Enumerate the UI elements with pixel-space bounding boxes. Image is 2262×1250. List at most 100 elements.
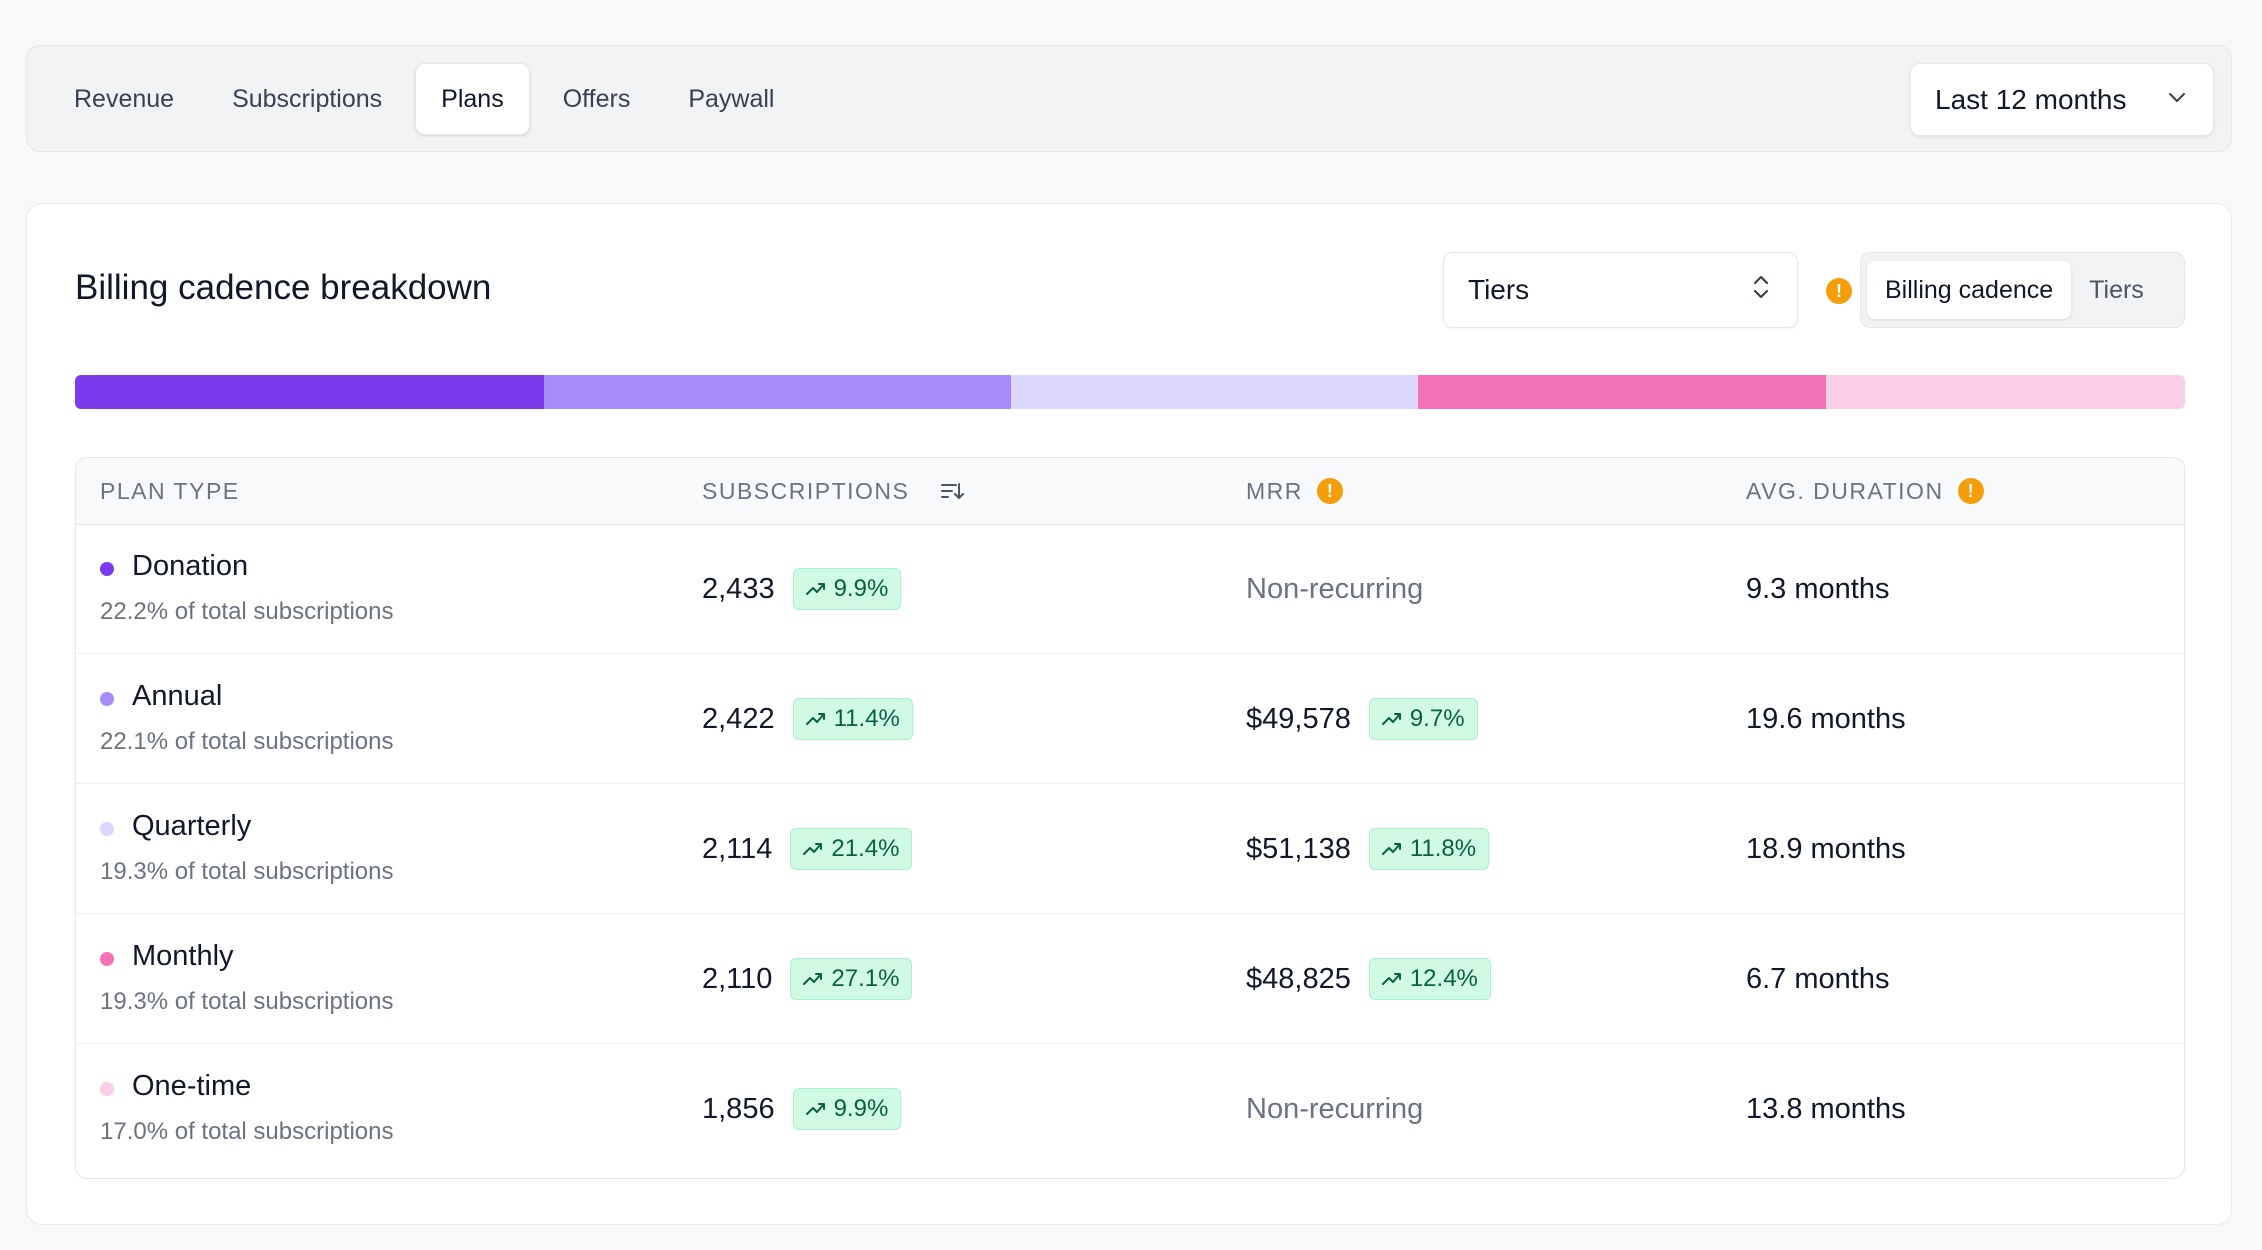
toggle-billing-cadence[interactable]: Billing cadence xyxy=(1867,261,2072,319)
card-title: Billing cadence breakdown xyxy=(75,268,492,307)
trending-up-icon xyxy=(803,965,823,993)
tab-offers[interactable]: Offers xyxy=(562,84,631,113)
subscriptions-cell: 2,110 27.1% xyxy=(702,914,913,1044)
change-badge: 11.4% xyxy=(792,698,913,740)
change-badge: 9.7% xyxy=(1368,698,1478,740)
plan-name: One-time xyxy=(132,1070,252,1102)
duration-cell: 19.6 months xyxy=(1746,654,1906,784)
duration-cell: 18.9 months xyxy=(1746,784,1906,914)
table-row[interactable]: Annual 22.1% of total subscriptions 2,422 1… xyxy=(76,654,2184,784)
mrr-value: $48,825 xyxy=(1246,962,1351,995)
header-mrr: MRR ! xyxy=(1246,458,1343,524)
breakdown-segment[interactable] xyxy=(75,375,544,409)
subscriptions-cell: 1,856 9.9% xyxy=(702,1044,902,1174)
change-badge: 9.9% xyxy=(792,1088,902,1130)
breakdown-segment[interactable] xyxy=(1825,375,2185,409)
plan-share: 19.3% of total subscriptions xyxy=(100,858,394,885)
subscriptions-value: 2,114 xyxy=(702,832,773,865)
breakdown-segment[interactable] xyxy=(1418,375,1826,409)
change-badge: 12.4% xyxy=(1368,958,1491,1000)
trending-up-icon xyxy=(805,705,826,733)
tier-select-label: Tiers xyxy=(1468,274,1530,305)
subscriptions-value: 2,422 xyxy=(702,702,775,735)
change-value: 9.9% xyxy=(833,575,889,602)
tab-paywall[interactable]: Paywall xyxy=(688,84,775,113)
header-plan-type-label: PLAN TYPE xyxy=(100,477,240,504)
trending-up-icon xyxy=(1381,965,1402,993)
view-toggle: Billing cadence Tiers xyxy=(1860,252,2185,328)
sort-icon[interactable] xyxy=(939,478,965,504)
date-range-select[interactable]: Last 12 months xyxy=(1910,63,2214,136)
exclamation-circle-icon[interactable]: ! xyxy=(1957,478,1984,504)
exclamation-circle-icon[interactable]: ! xyxy=(1316,478,1343,504)
table-row[interactable]: Monthly 19.3% of total subscriptions 2,110… xyxy=(76,914,2184,1044)
header-plan-type: PLAN TYPE xyxy=(100,458,240,524)
header-subscriptions-label: SUBSCRIPTIONS xyxy=(702,477,910,504)
plans-table: PLAN TYPE SUBSCRIPTIONS MRR ! AVG. DURAT… xyxy=(75,457,2185,1179)
chevron-up-down-icon xyxy=(1749,272,1773,309)
duration-value: 18.9 months xyxy=(1746,832,1906,865)
duration-cell: 9.3 months xyxy=(1746,524,1889,654)
trending-up-icon xyxy=(1381,705,1402,733)
table-header: PLAN TYPE SUBSCRIPTIONS MRR ! AVG. DURAT… xyxy=(76,458,2184,525)
subscriptions-value: 2,110 xyxy=(702,962,773,995)
duration-value: 9.3 months xyxy=(1746,572,1890,605)
plan-color-dot xyxy=(100,822,114,836)
mrr-cell: $49,578 9.7% xyxy=(1246,654,1478,784)
mrr-value: Non-recurring xyxy=(1246,572,1424,605)
change-value: 9.9% xyxy=(833,1095,889,1122)
tab-list: Revenue Subscriptions Plans Offers Paywa… xyxy=(49,63,799,135)
duration-value: 6.7 months xyxy=(1746,962,1890,995)
change-value: 12.4% xyxy=(1409,965,1478,992)
table-row[interactable]: Donation 22.2% of total subscriptions 2,43… xyxy=(76,524,2184,654)
breakdown-segment[interactable] xyxy=(543,375,1011,409)
plan-name: Donation xyxy=(132,550,249,582)
mrr-value: Non-recurring xyxy=(1246,1092,1424,1125)
plan-color-dot xyxy=(100,692,114,706)
plan-share: 19.3% of total subscriptions xyxy=(100,988,394,1015)
table-row[interactable]: Quarterly 19.3% of total subscriptions 2,1… xyxy=(76,784,2184,914)
plan-color-dot xyxy=(100,952,114,966)
plan-name: Monthly xyxy=(132,940,234,972)
duration-value: 13.8 months xyxy=(1746,1092,1906,1125)
mrr-cell: Non-recurring xyxy=(1246,1044,1423,1174)
tab-subscriptions[interactable]: Subscriptions xyxy=(232,84,383,113)
change-badge: 27.1% xyxy=(790,958,913,1000)
duration-value: 19.6 months xyxy=(1746,702,1906,735)
subscriptions-cell: 2,433 9.9% xyxy=(702,524,902,654)
plan-share: 22.2% of total subscriptions xyxy=(100,598,394,625)
breakdown-bar xyxy=(75,375,2185,409)
change-badge: 11.8% xyxy=(1368,828,1490,870)
header-avg-duration-label: AVG. DURATION xyxy=(1746,477,1944,504)
subscriptions-cell: 2,114 21.4% xyxy=(702,784,913,914)
mrr-value: $51,138 xyxy=(1246,832,1351,865)
toggle-tiers[interactable]: Tiers xyxy=(2089,275,2144,304)
change-badge: 21.4% xyxy=(790,828,913,870)
tab-plans[interactable]: Plans xyxy=(415,63,530,135)
mrr-cell: $48,825 12.4% xyxy=(1246,914,1491,1044)
mrr-value: $49,578 xyxy=(1246,702,1351,735)
header-avg-duration: AVG. DURATION ! xyxy=(1746,458,1984,524)
change-value: 11.8% xyxy=(1409,835,1477,862)
change-value: 21.4% xyxy=(831,835,900,862)
mrr-cell: $51,138 11.8% xyxy=(1246,784,1490,914)
trending-up-icon xyxy=(805,575,826,603)
mrr-cell: Non-recurring xyxy=(1246,524,1423,654)
plan-name: Quarterly xyxy=(132,810,252,842)
subscriptions-cell: 2,422 11.4% xyxy=(702,654,913,784)
plan-name: Annual xyxy=(132,680,223,712)
duration-cell: 13.8 months xyxy=(1746,1044,1906,1174)
plan-share: 17.0% of total subscriptions xyxy=(100,1118,394,1145)
breakdown-segment[interactable] xyxy=(1010,375,1419,409)
trending-up-icon xyxy=(805,1095,826,1123)
subscriptions-value: 2,433 xyxy=(702,572,775,605)
change-value: 9.7% xyxy=(1409,705,1465,732)
tier-select[interactable]: Tiers xyxy=(1443,252,1798,328)
change-value: 11.4% xyxy=(833,705,900,732)
trending-up-icon xyxy=(1381,835,1402,863)
subscriptions-value: 1,856 xyxy=(702,1092,775,1125)
exclamation-circle-icon[interactable]: ! xyxy=(1826,278,1852,304)
tab-revenue[interactable]: Revenue xyxy=(74,84,175,113)
table-row[interactable]: One-time 17.0% of total subscriptions 1,85… xyxy=(76,1044,2184,1174)
trending-up-icon xyxy=(803,835,823,863)
